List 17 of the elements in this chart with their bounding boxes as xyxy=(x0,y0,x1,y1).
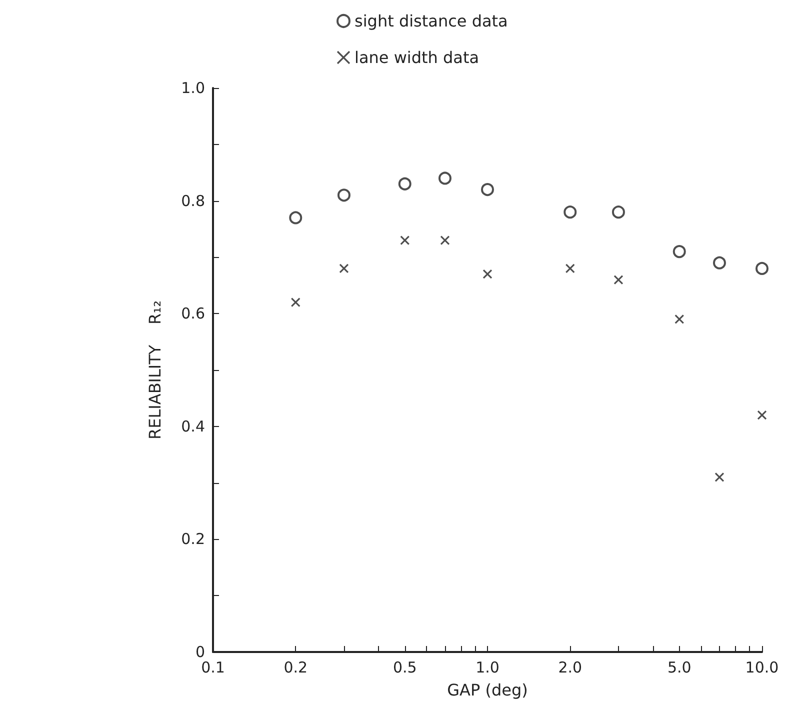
y-tick-label: 1.0 xyxy=(181,79,205,97)
legend-label: sight distance data xyxy=(354,12,508,30)
y-tick-label: 0.2 xyxy=(181,530,205,548)
legend-label: lane width data xyxy=(354,48,480,67)
x-tick-label: 5.0 xyxy=(667,658,692,676)
x-tick-label: 0.2 xyxy=(284,658,308,676)
y-tick-label: 0.8 xyxy=(181,192,205,210)
y-tick-label: 0.6 xyxy=(181,304,205,323)
x-tick-label: 10.0 xyxy=(745,658,779,676)
x-tick-label: 0.1 xyxy=(201,658,225,676)
x-tick-label: 1.0 xyxy=(476,658,500,676)
y-tick-label: 0.4 xyxy=(181,417,205,436)
y-tick-label: 0 xyxy=(195,643,205,661)
x-axis-title: GAP (deg) xyxy=(447,680,528,700)
x-tick-label: 2.0 xyxy=(558,658,582,676)
x-tick-label: 0.5 xyxy=(392,658,417,676)
y-axis-title: RELIABILITY R₁₂ xyxy=(146,300,164,440)
